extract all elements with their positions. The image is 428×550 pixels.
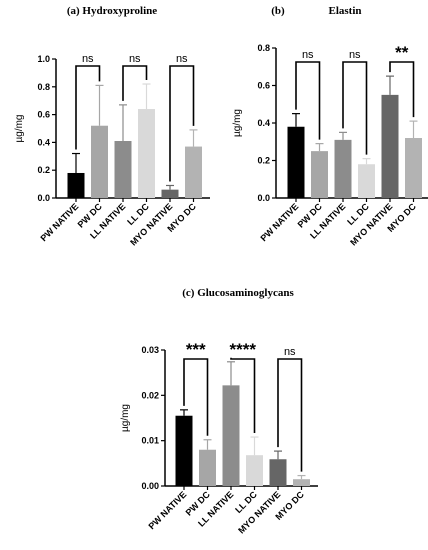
significance-bracket <box>75 65 101 150</box>
bar <box>67 172 85 198</box>
y-tick-label: 0.2 <box>37 165 50 175</box>
y-tick-label: 0.03 <box>141 345 159 355</box>
bar <box>199 449 216 486</box>
y-tick-label: 0.01 <box>141 436 159 446</box>
bar <box>269 459 287 486</box>
bar <box>246 455 263 486</box>
bar <box>405 138 422 198</box>
y-tick-label: 0.0 <box>257 193 270 203</box>
y-axis-label: µg/mg <box>232 109 243 137</box>
bar <box>91 125 108 198</box>
bar <box>311 151 328 198</box>
bar <box>381 94 399 198</box>
significance-label: ns <box>176 53 188 65</box>
chart-3: (c) Glucosaminoglycans 0.00 0.01 0.02 0.03 µg… <box>120 287 318 536</box>
bar <box>114 141 132 198</box>
x-tick-label: PW NATIVE <box>38 201 80 243</box>
significance-label: ns <box>302 49 314 61</box>
significance-bracket <box>277 358 303 472</box>
bar <box>175 415 193 486</box>
significance-bracket <box>183 358 209 436</box>
significance-bracket <box>295 61 321 140</box>
y-axis-label: µg/mg <box>120 404 131 432</box>
y-axis-label: µg/mg <box>14 115 25 143</box>
chart-1: (a) Hydroxyproline 0.0 0.2 0.4 0.6 0.8 1.0 µg/m… <box>14 5 210 248</box>
significance-label: *** <box>186 340 206 359</box>
significance-label: ns <box>349 49 361 61</box>
significance-label: ns <box>129 53 141 65</box>
y-tick-label: 0.0 <box>37 193 50 203</box>
bar <box>358 164 375 198</box>
y-tick-label: 1.0 <box>37 54 50 64</box>
y-tick-label: 0.6 <box>257 81 270 91</box>
significance-bracket <box>389 61 415 118</box>
bar <box>287 126 305 198</box>
bar <box>222 385 240 486</box>
y-tick-label: 0.00 <box>141 481 159 491</box>
y-tick-label: 0.8 <box>257 43 270 53</box>
significance-bracket <box>230 357 256 434</box>
significance-bracket <box>169 65 195 182</box>
significance-label: ns <box>82 53 94 65</box>
chart-title: (a) Hydroxyproline <box>67 5 157 17</box>
bar <box>138 109 155 198</box>
significance-label: **** <box>230 340 257 359</box>
significance-label: ** <box>395 43 409 62</box>
chart-title: (c) Glucosaminoglycans <box>182 287 294 299</box>
x-tick-label: PW NATIVE <box>258 201 300 243</box>
y-tick-label: 0.02 <box>141 390 159 400</box>
y-tick-label: 0.6 <box>37 110 50 120</box>
y-tick-label: 0.4 <box>257 118 270 128</box>
x-tick-label: PW NATIVE <box>146 489 188 531</box>
bar <box>161 189 179 198</box>
y-tick-label: 0.2 <box>257 156 270 166</box>
significance-bracket <box>342 61 368 155</box>
bar <box>293 479 310 486</box>
y-tick-label: 0.8 <box>37 82 50 92</box>
y-tick-label: 0.4 <box>37 137 50 147</box>
significance-bracket <box>122 65 148 101</box>
bar <box>334 139 352 198</box>
bar <box>185 146 202 198</box>
significance-label: ns <box>284 346 296 358</box>
chart-title: (b) <box>271 5 285 17</box>
chart-subtitle: Elastin <box>328 5 361 17</box>
